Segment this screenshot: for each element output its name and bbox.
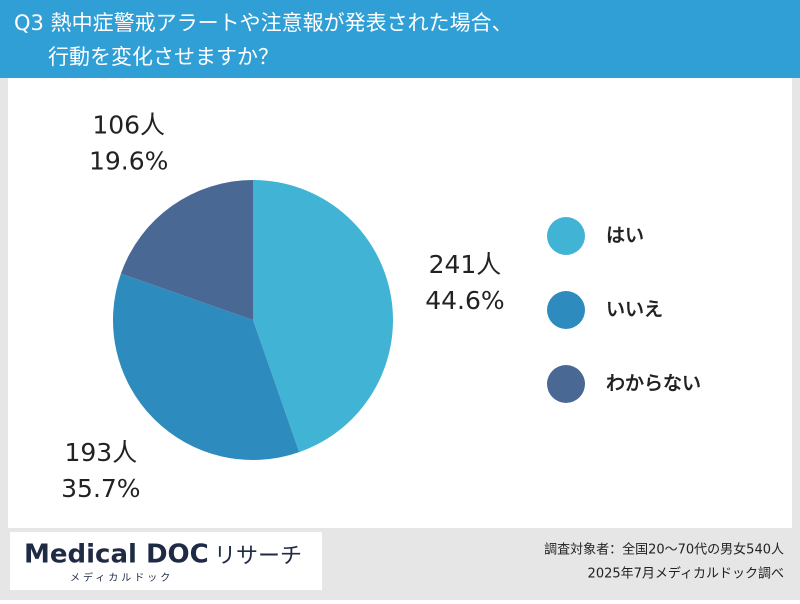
header: [0, 0, 800, 78]
legend-swatch: [547, 291, 585, 329]
logo-box: [10, 532, 322, 590]
count-label: 193人: [64, 438, 137, 467]
title-line: 行動を変化させますか？: [48, 45, 279, 69]
value-label: 19.6%: [89, 147, 168, 176]
pie-slice: [113, 273, 300, 460]
count-label: 241人: [429, 250, 502, 279]
logo-sub: メディカルドック: [70, 571, 173, 584]
logo-suffix: リサーチ: [214, 544, 302, 569]
count-label: 106人: [92, 111, 165, 140]
value-label: 35.7%: [61, 474, 140, 503]
value-label: 44.6%: [425, 286, 504, 315]
legend-label: いいえ: [606, 299, 663, 321]
title-line: Q3 熱中症警戒アラートや注意報が発表された場合、: [14, 11, 513, 35]
legend-swatch: [547, 365, 585, 403]
legend-label: わからない: [606, 373, 701, 395]
legend-label: はい: [606, 225, 644, 247]
logo: Medical DOC: [24, 540, 209, 570]
pie-slice: [253, 180, 393, 453]
note: 調査対象者：全国20〜70代の男女540人: [544, 542, 784, 558]
pie-slice: [120, 180, 254, 320]
legend-swatch: [547, 217, 585, 255]
note: 2025年7月メディカルドック調べ: [588, 566, 784, 582]
